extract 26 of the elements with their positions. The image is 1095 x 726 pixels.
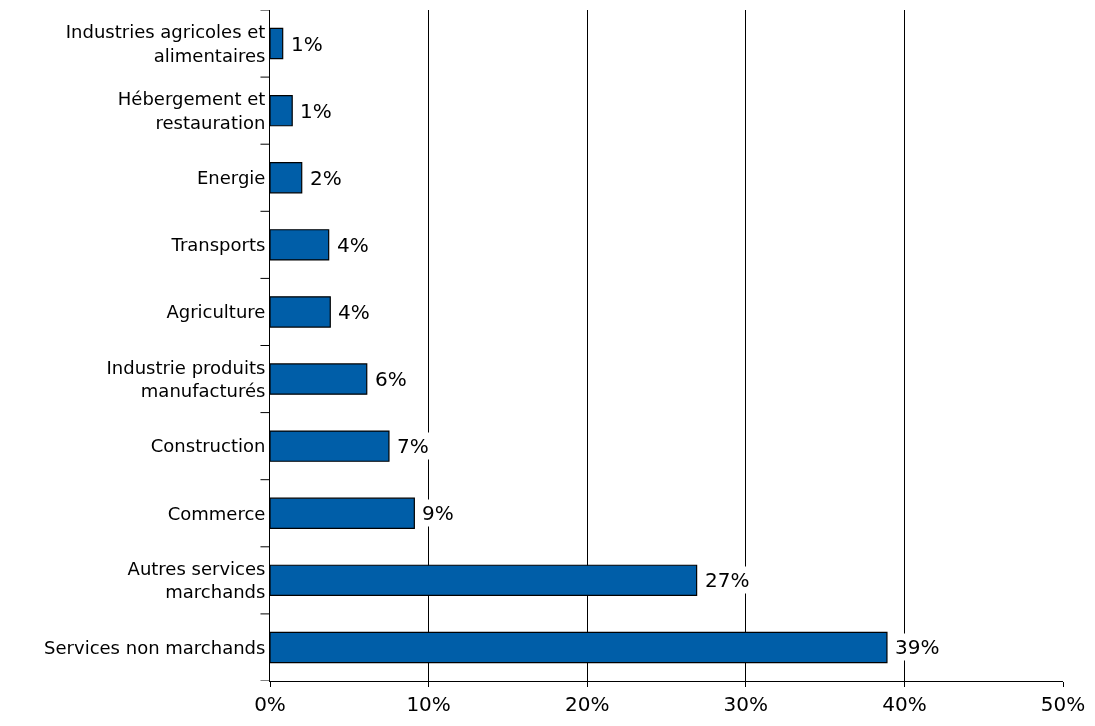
x-tick-label: 0% (254, 692, 286, 716)
data-label: 27% (705, 568, 750, 592)
x-tick-label: 10% (406, 692, 451, 716)
x-tick-label: 20% (564, 692, 610, 716)
data-label: 4% (337, 233, 369, 257)
y-tick-label: Industrie produits manufacturés (106, 356, 266, 402)
x-tick-label: 30% (723, 692, 769, 716)
y-tick-label: Autres services marchands (127, 557, 266, 603)
y-tick-label: Energie (196, 167, 266, 189)
data-label: 7% (397, 434, 429, 458)
data-label: 6% (375, 367, 407, 391)
x-tick-label: 50% (1040, 692, 1086, 716)
y-tick-label: Commerce (167, 502, 266, 524)
y-tick-label: Hébergement et restauration (117, 88, 266, 133)
y-tick-label: Construction (150, 435, 266, 457)
x-tick-label: 40% (882, 692, 927, 716)
y-tick-label: Agriculture (166, 301, 266, 323)
y-tick-label: Industries agricoles et alimentaires (65, 21, 266, 66)
y-tick-label: Services non marchands (44, 636, 266, 658)
data-label: 9% (422, 501, 454, 525)
data-label: 1% (300, 99, 332, 123)
y-tick-label: Transports (170, 234, 266, 256)
data-label: 39% (895, 635, 940, 659)
data-label: 4% (338, 300, 370, 324)
data-label: 2% (310, 166, 342, 190)
data-label: 1% (291, 32, 323, 56)
